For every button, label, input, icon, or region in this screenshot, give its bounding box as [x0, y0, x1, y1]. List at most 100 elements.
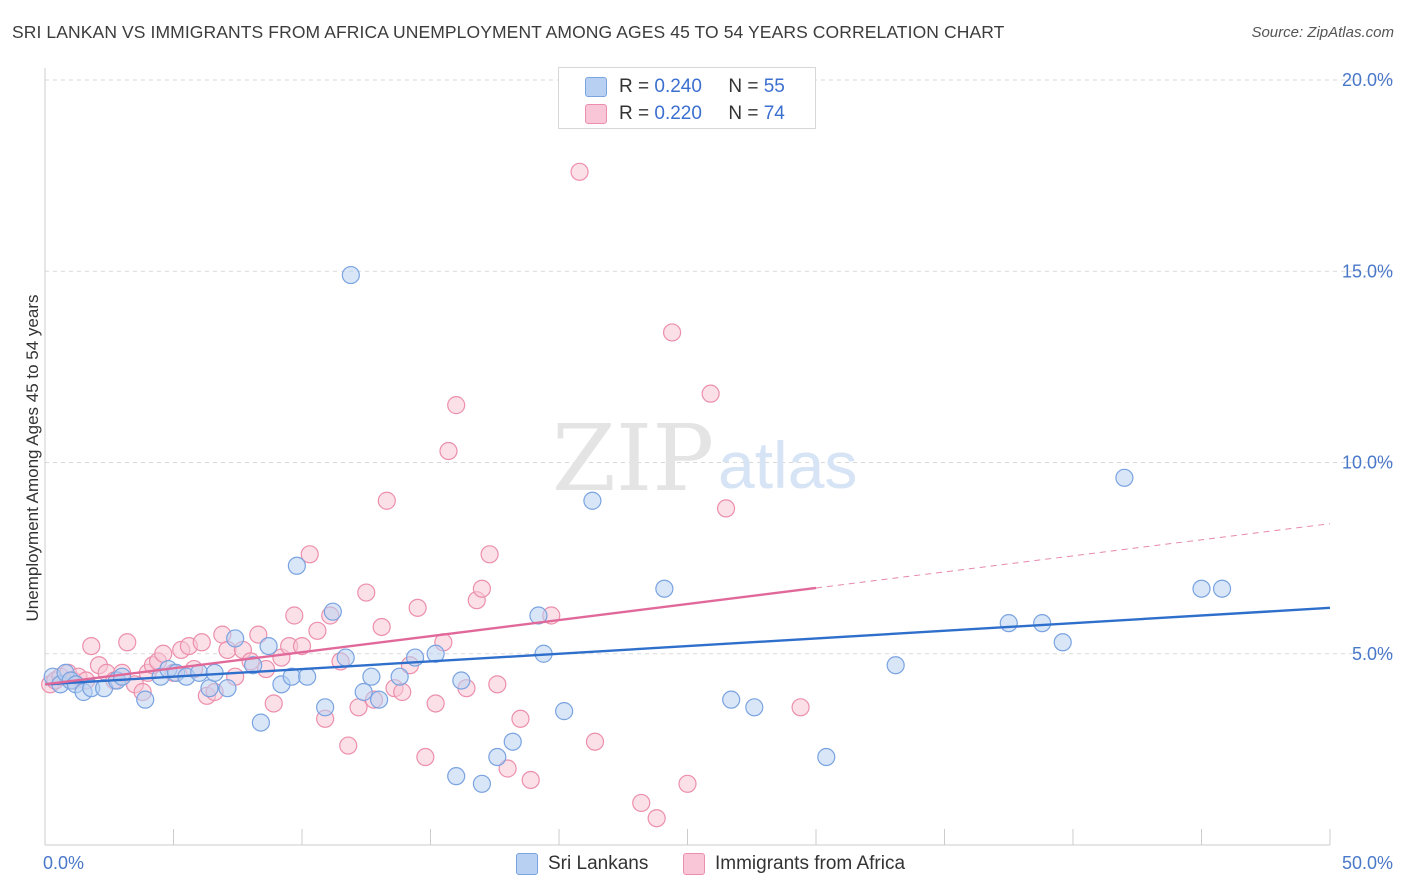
watermark-zip: ZIP	[552, 405, 714, 512]
y-axis-label: Unemployment Among Ages 45 to 54 years	[23, 295, 42, 622]
axes	[44, 68, 1331, 846]
y-tick-label: 10.0%	[1342, 453, 1393, 473]
data-point	[390, 667, 409, 686]
data-point	[583, 491, 602, 510]
data-point	[298, 667, 317, 686]
data-point	[555, 702, 574, 721]
bottom-legend-label: Immigrants from Africa	[715, 853, 906, 874]
trend-line	[44, 586, 817, 686]
data-point	[585, 732, 605, 751]
data-point	[511, 709, 530, 728]
data-point	[722, 690, 741, 709]
data-point	[82, 636, 101, 656]
x-tick-label: 50.0%	[1342, 853, 1393, 873]
y-tick-labels: 5.0% 10.0% 15.0% 20.0%	[1342, 70, 1393, 664]
data-point	[426, 694, 445, 713]
data-point	[503, 732, 522, 751]
data-point	[447, 396, 466, 415]
data-point	[192, 633, 211, 652]
data-point	[264, 694, 283, 713]
data-point	[480, 545, 499, 564]
data-point	[488, 747, 507, 767]
data-point	[316, 698, 335, 717]
trend-lines	[44, 523, 1331, 686]
data-point	[678, 774, 697, 793]
data-point	[357, 583, 376, 602]
trend-line-extension	[815, 523, 1331, 589]
correlation-legend: R = 0.240 N = 55 R = 0.220 N = 74	[558, 67, 816, 129]
data-point	[521, 770, 540, 790]
data-point	[308, 621, 327, 640]
data-point	[886, 656, 905, 675]
data-point	[300, 545, 319, 564]
legend-n-value: 74	[763, 103, 785, 124]
data-point	[999, 614, 1018, 633]
data-point	[1212, 579, 1232, 598]
data-point	[472, 774, 491, 793]
data-point	[662, 323, 682, 342]
chart-title: SRI LANKAN VS IMMIGRANTS FROM AFRICA UNE…	[12, 22, 1005, 42]
data-point	[447, 767, 466, 786]
bottom-legend-swatch-immigrants-from-africa	[683, 853, 705, 875]
data-point	[341, 265, 360, 285]
data-point	[647, 809, 666, 828]
data-point	[452, 671, 471, 690]
legend-n-label: N =	[728, 76, 759, 97]
data-point	[701, 384, 720, 403]
data-point	[259, 636, 278, 656]
watermark-atlas: atlas	[718, 428, 857, 502]
data-point	[118, 633, 137, 652]
data-point	[336, 648, 355, 667]
data-point	[339, 736, 358, 755]
data-point	[226, 629, 245, 648]
data-point	[1115, 468, 1134, 487]
legend-n-value: 55	[763, 76, 785, 97]
trend-line	[44, 606, 1331, 686]
source-credit: Source: ZipAtlas.com	[1251, 24, 1394, 41]
data-point	[745, 698, 764, 717]
data-point	[249, 625, 268, 644]
data-point	[488, 675, 507, 694]
data-point	[529, 606, 548, 625]
data-point	[439, 441, 458, 461]
data-point	[218, 679, 237, 698]
data-point	[287, 556, 306, 575]
data-point	[1053, 633, 1072, 652]
data-point	[408, 598, 427, 617]
data-point	[372, 617, 391, 637]
data-point	[817, 747, 836, 767]
y-tick-label: 5.0%	[1352, 644, 1393, 664]
x-tick-label: 0.0%	[43, 853, 84, 873]
data-point	[349, 698, 368, 717]
legend-r-label: R =	[619, 76, 650, 97]
data-point	[136, 690, 155, 709]
data-point	[154, 644, 173, 663]
y-tick-label: 20.0%	[1342, 70, 1393, 90]
data-point	[251, 713, 270, 732]
data-point	[244, 656, 263, 675]
data-point	[416, 747, 435, 767]
data-point	[377, 491, 396, 510]
data-point	[362, 667, 381, 686]
zipatlas-watermark: ZIP atlas	[552, 405, 857, 512]
legend-swatch-sri-lankans	[585, 77, 607, 97]
bottom-legend-swatch-sri-lankans	[516, 853, 538, 875]
data-points	[41, 162, 1232, 828]
data-point	[285, 606, 304, 625]
legend-r-value: 0.220	[654, 103, 702, 124]
data-point	[323, 602, 342, 621]
data-point	[200, 679, 219, 698]
data-point	[112, 667, 132, 686]
x-tick-labels: 0.0% 50.0%	[43, 853, 1393, 873]
data-point	[1033, 614, 1052, 633]
legend-swatch-immigrants-from-africa	[585, 104, 607, 124]
legend-r-value: 0.240	[654, 76, 702, 97]
data-point	[393, 682, 412, 702]
data-point	[632, 793, 651, 813]
data-point	[498, 759, 517, 778]
data-point	[354, 682, 373, 702]
grid-lines	[45, 79, 1393, 655]
data-point	[1192, 579, 1211, 598]
data-point	[472, 579, 491, 598]
